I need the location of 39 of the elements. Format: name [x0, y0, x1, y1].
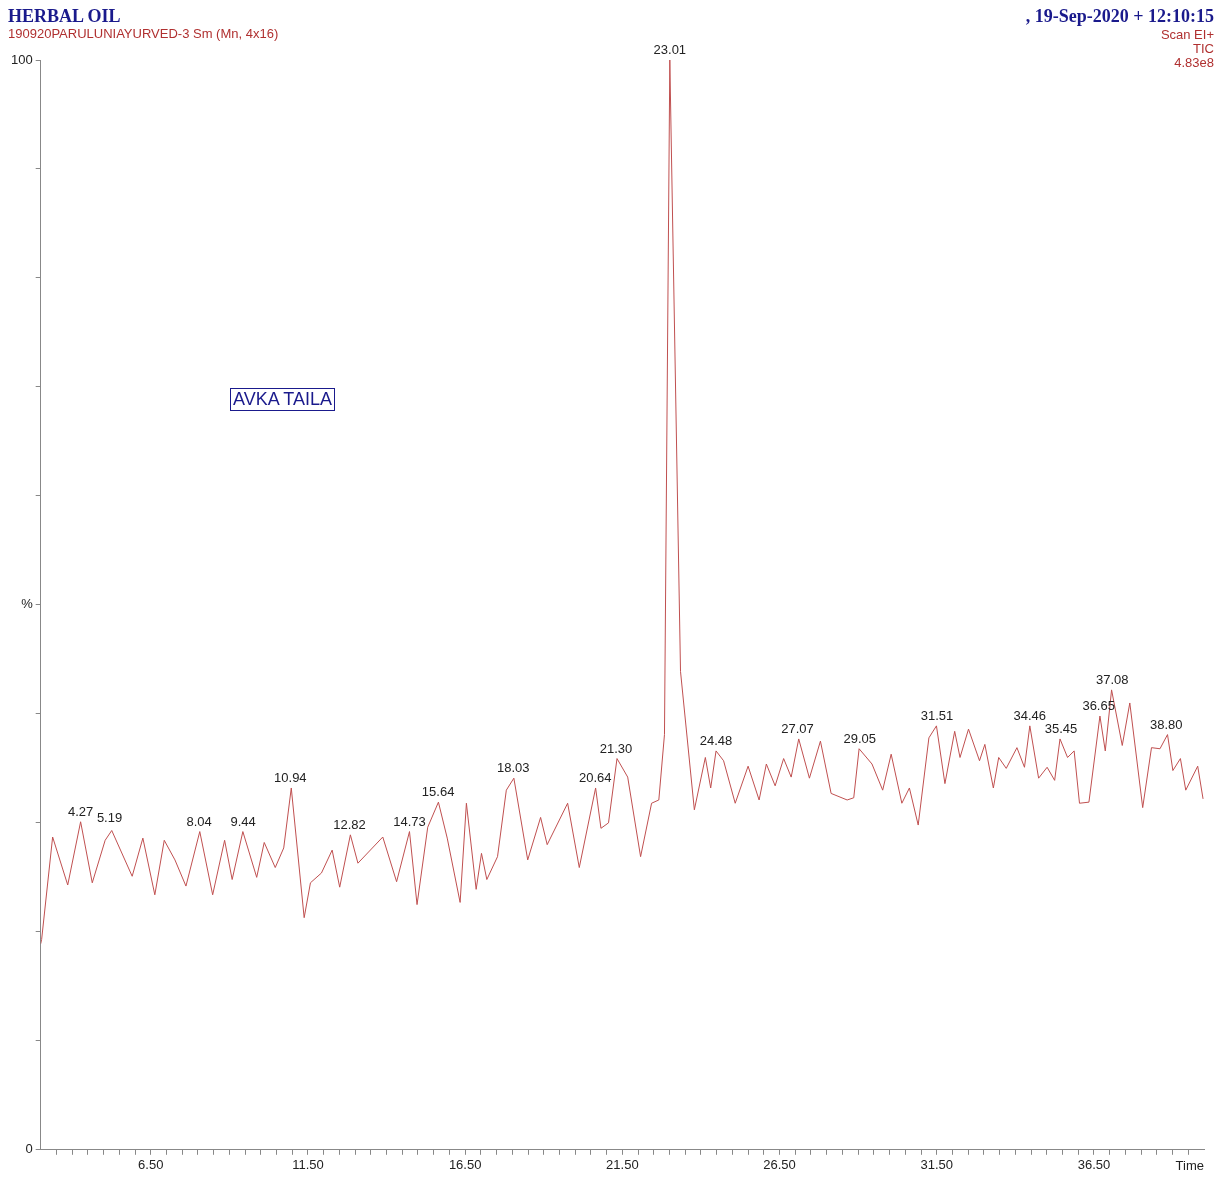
annotation: 21.30 — [599, 740, 633, 756]
annotation: 15.64 — [421, 784, 455, 800]
annotation: 10.94 — [274, 770, 307, 786]
annotation: 29.05 — [843, 730, 876, 746]
annotation: 4.83e8 — [1173, 55, 1214, 70]
annotation: 35.45 — [1044, 721, 1078, 737]
annotation: 5.19 — [96, 810, 123, 826]
y-tick-label: 0 — [25, 1141, 33, 1157]
y-tick-label: % — [21, 596, 34, 612]
annotation: 24.48 — [699, 733, 733, 749]
annotation: 14.73 — [393, 813, 426, 829]
x-tick-label: 26.50 — [763, 1157, 796, 1173]
x-axis-title: Time — [1175, 1157, 1204, 1173]
annotation: 31.51 — [920, 707, 954, 723]
annotation: 9.44 — [230, 813, 256, 829]
text: TIC — [1192, 41, 1214, 56]
x-tick-label: 21.50 — [606, 1157, 639, 1173]
text: Scan EI+ — [1160, 27, 1214, 42]
annotation: 37.08 — [1095, 671, 1129, 687]
chart-title: HERBAL OIL — [8, 6, 121, 27]
chart-subtitle: 190920PARULUNIAYURVED-3 Sm (Mn, 4x16) — [8, 26, 279, 41]
annotation: AVKA TAILA — [230, 388, 336, 411]
x-tick-label: 36.50 — [1077, 1157, 1111, 1173]
x-tick-label: 6.50 — [138, 1157, 164, 1173]
annotation: 38.80 — [1150, 716, 1183, 732]
x-tick-label: 16.50 — [448, 1157, 482, 1173]
x-tick-label: 11.50 — [292, 1157, 324, 1173]
x-tick-label: 31.50 — [920, 1157, 954, 1173]
annotation: 36.65 — [1082, 698, 1115, 714]
annotation: 18.03 — [496, 760, 530, 776]
annotation: 8.04 — [186, 813, 212, 829]
annotation: 23.01 — [653, 42, 687, 58]
annotation: 27.07 — [781, 721, 814, 737]
annotation: 34.46 — [1013, 707, 1047, 723]
annotation: 12.82 — [333, 816, 366, 832]
text: , 19-Sep-2020 + 12:10:15 — [1025, 6, 1214, 27]
y-tick-label: 100 — [10, 51, 33, 67]
annotation: 4.27 — [67, 803, 94, 819]
annotation: 20.64 — [579, 770, 612, 786]
